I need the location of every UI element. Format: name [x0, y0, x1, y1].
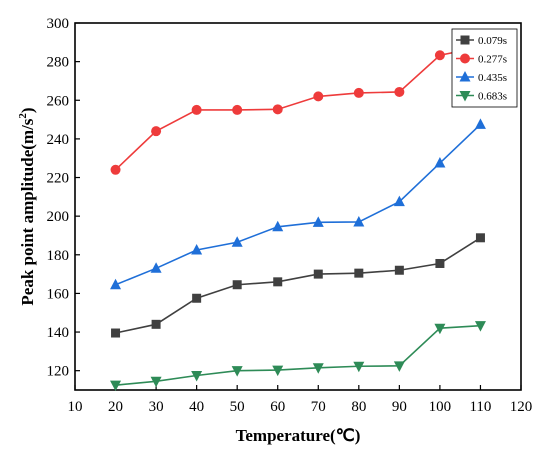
- data-point: [394, 86, 405, 97]
- data-point: [151, 319, 161, 329]
- series-layer: [110, 42, 486, 392]
- data-point: [231, 366, 243, 377]
- data-point: [110, 380, 122, 392]
- legend-swatch-marker: [459, 71, 471, 82]
- data-point: [354, 268, 364, 278]
- legend: 0.079s 0.277s 0.435s 0.683s: [451, 28, 518, 108]
- x-tick-label: 10: [68, 399, 83, 415]
- y-tick-label: 180: [47, 248, 70, 264]
- y-tick-label: 220: [47, 171, 70, 187]
- x-tick-label: 100: [429, 399, 452, 415]
- data-point: [393, 195, 405, 207]
- data-point: [232, 104, 243, 115]
- x-axis-title: Temperature(℃): [236, 426, 361, 445]
- x-tick-label: 30: [149, 399, 164, 415]
- x-tick-label: 40: [189, 399, 204, 415]
- plot-frame: [74, 22, 522, 391]
- legend-item: 0.277s: [456, 53, 507, 66]
- data-point: [474, 118, 486, 129]
- data-point: [434, 50, 445, 61]
- data-point: [272, 365, 284, 377]
- x-tick-label: 90: [392, 399, 407, 415]
- data-point: [110, 278, 122, 290]
- data-point: [312, 216, 324, 227]
- x-tick-label: 20: [108, 399, 123, 415]
- series-0.079s: [111, 233, 485, 338]
- data-point: [273, 277, 283, 287]
- data-point: [394, 265, 404, 275]
- data-point: [150, 262, 162, 273]
- data-point: [435, 258, 445, 268]
- data-point: [313, 269, 323, 279]
- data-point: [232, 280, 242, 290]
- y-tick-label: 300: [47, 16, 70, 32]
- data-point: [353, 215, 365, 227]
- y-axis-title-end: ): [18, 107, 37, 113]
- legend-label: 0.079s: [478, 35, 507, 47]
- legend-label: 0.435s: [478, 72, 507, 84]
- y-tick-label: 120: [47, 364, 70, 380]
- data-point: [110, 164, 121, 175]
- series-line: [114, 46, 481, 171]
- legend-swatch-marker: [460, 35, 470, 45]
- data-point: [353, 361, 365, 373]
- data-point: [313, 91, 324, 102]
- legend-item: 0.079s: [456, 35, 507, 47]
- x-tick-label: 60: [270, 399, 285, 415]
- legend-swatch-marker: [460, 53, 470, 64]
- data-point: [272, 220, 284, 232]
- legend-item: 0.683s: [456, 91, 507, 103]
- data-point: [151, 126, 162, 137]
- axes-layer: 10 20 30 40 50 60 70 80 90 100 110 120 120 140 160 180 2…: [47, 16, 533, 415]
- data-point: [475, 233, 485, 243]
- y-axis-title-superscript: 2: [17, 113, 29, 119]
- data-point: [434, 157, 446, 168]
- data-point: [353, 87, 364, 98]
- data-point: [111, 328, 121, 338]
- y-tick-label: 240: [47, 132, 70, 148]
- data-point: [474, 321, 486, 332]
- data-point: [393, 361, 405, 372]
- x-tick-label: 50: [230, 399, 245, 415]
- y-tick-label: 200: [47, 209, 70, 225]
- series-line: [115, 324, 481, 386]
- y-tick-label: 260: [47, 93, 70, 109]
- legend-label: 0.683s: [478, 91, 507, 103]
- data-point: [192, 293, 202, 303]
- y-axis-title: Peak point amplitude(m/s2): [17, 107, 37, 305]
- series-0.435s: [110, 118, 486, 290]
- x-tick-label: 110: [469, 399, 491, 415]
- x-tick-label: 80: [351, 399, 366, 415]
- series-0.683s: [110, 321, 486, 392]
- y-tick-label: 280: [47, 55, 70, 71]
- y-tick-label: 140: [47, 325, 70, 341]
- x-tick-label: 120: [510, 399, 533, 415]
- data-point: [272, 104, 283, 115]
- data-point: [312, 363, 324, 374]
- legend-label: 0.277s: [478, 54, 507, 66]
- data-point: [150, 376, 162, 388]
- data-point: [231, 236, 243, 247]
- data-point: [191, 243, 203, 255]
- data-point: [191, 371, 203, 382]
- data-point: [191, 104, 202, 115]
- legend-swatch-marker: [459, 91, 471, 102]
- series-line: [115, 123, 482, 286]
- legend-item: 0.435s: [456, 71, 507, 84]
- data-point: [434, 323, 446, 335]
- y-axis-title-main: Peak point amplitude(m/s: [18, 118, 37, 305]
- series-line: [115, 237, 481, 334]
- y-tick-label: 160: [47, 286, 70, 302]
- x-tick-label: 70: [311, 399, 326, 415]
